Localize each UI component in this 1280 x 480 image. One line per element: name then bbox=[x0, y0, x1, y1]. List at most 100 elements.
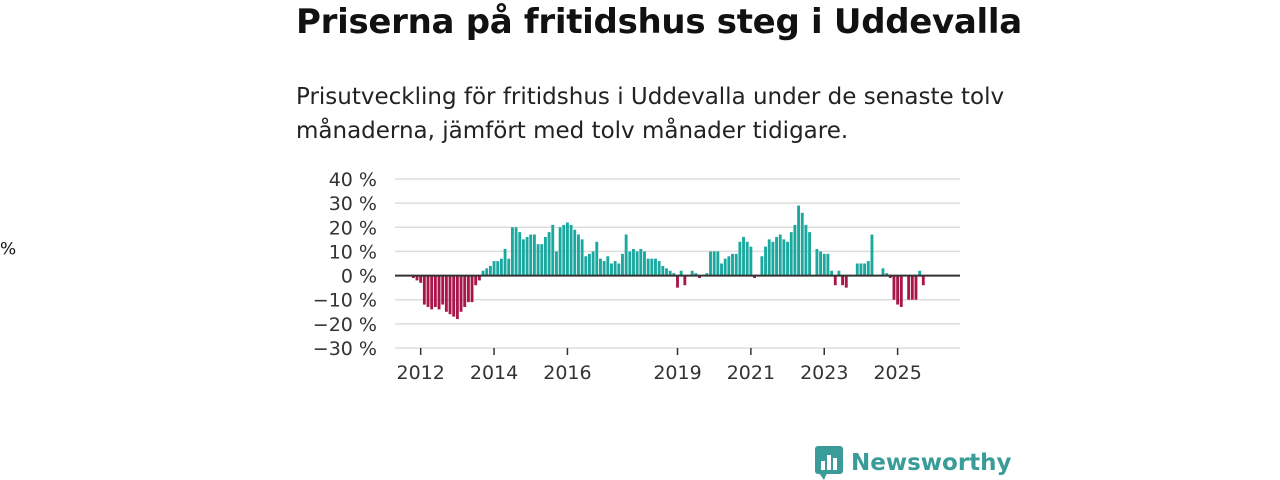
bar bbox=[551, 224, 555, 276]
bar bbox=[668, 270, 672, 276]
bar bbox=[804, 224, 808, 276]
bar bbox=[771, 241, 775, 276]
bar bbox=[808, 232, 812, 276]
bar bbox=[540, 244, 544, 276]
bar bbox=[624, 234, 628, 276]
axes bbox=[395, 274, 960, 355]
bar bbox=[419, 275, 423, 283]
bar bbox=[822, 253, 826, 276]
bar bbox=[588, 253, 591, 276]
bar bbox=[793, 224, 797, 276]
bar bbox=[577, 234, 580, 276]
bar bbox=[896, 275, 900, 305]
bar bbox=[488, 265, 492, 276]
bar bbox=[892, 275, 896, 300]
chart-title: Priserna på fritidshus steg i Uddevalla bbox=[296, 2, 1022, 42]
bar bbox=[910, 275, 914, 300]
bar bbox=[444, 275, 448, 312]
bar bbox=[621, 253, 624, 276]
gridlines bbox=[395, 178, 960, 349]
bar bbox=[610, 263, 613, 276]
bar bbox=[734, 253, 738, 276]
bar bbox=[672, 273, 676, 276]
bar bbox=[474, 275, 478, 286]
bar bbox=[698, 275, 701, 278]
bar bbox=[595, 241, 599, 276]
bar bbox=[885, 273, 889, 276]
bar bbox=[727, 256, 731, 276]
bar bbox=[661, 265, 665, 276]
x-tick-label: 2025 bbox=[873, 362, 921, 384]
bar bbox=[521, 239, 525, 276]
chart-subtitle: Prisutveckling för fritidshus i Uddevall… bbox=[296, 84, 1005, 144]
bar bbox=[650, 258, 654, 276]
bar bbox=[514, 227, 518, 276]
bar bbox=[573, 229, 577, 276]
bars bbox=[411, 205, 925, 320]
bar bbox=[554, 251, 558, 276]
bar bbox=[837, 270, 841, 276]
bar bbox=[448, 275, 452, 315]
bar bbox=[628, 251, 632, 276]
bar bbox=[569, 224, 573, 276]
bar bbox=[764, 246, 767, 276]
x-tick-label: 2016 bbox=[543, 362, 591, 384]
bar bbox=[918, 270, 922, 276]
bar bbox=[657, 261, 661, 276]
y-tick-label: 20 % bbox=[329, 217, 377, 239]
bar bbox=[518, 232, 522, 276]
x-tick-label: 2019 bbox=[653, 362, 701, 384]
bar bbox=[767, 239, 771, 276]
bar bbox=[833, 275, 837, 286]
x-tick-label: 2021 bbox=[727, 362, 775, 384]
bar bbox=[496, 261, 500, 276]
bar bbox=[683, 275, 687, 286]
bar bbox=[738, 241, 742, 276]
bar bbox=[844, 275, 848, 288]
bar bbox=[566, 222, 569, 276]
bar bbox=[855, 263, 859, 276]
bar bbox=[510, 227, 514, 276]
bar bbox=[745, 241, 749, 276]
bar bbox=[859, 263, 863, 276]
bar bbox=[731, 253, 734, 276]
x-tick-label: 2014 bbox=[470, 362, 518, 384]
bar bbox=[437, 275, 441, 310]
x-tick-label: 2012 bbox=[397, 362, 445, 384]
bar bbox=[716, 251, 720, 276]
bar bbox=[723, 258, 727, 276]
bar bbox=[452, 275, 456, 317]
bar bbox=[481, 270, 485, 276]
bar bbox=[665, 268, 668, 276]
bar bbox=[426, 275, 430, 307]
bar bbox=[430, 275, 434, 310]
brand-logo: Newsworthy bbox=[815, 446, 1012, 480]
brand-name: Newsworthy bbox=[851, 450, 1012, 476]
bar bbox=[639, 249, 643, 276]
bar bbox=[646, 258, 650, 276]
bar bbox=[778, 234, 782, 276]
bar bbox=[899, 275, 903, 307]
bar bbox=[914, 275, 918, 300]
bar bbox=[591, 251, 595, 276]
bar bbox=[470, 275, 474, 303]
bar bbox=[866, 261, 870, 276]
bar bbox=[694, 273, 698, 276]
bar bbox=[815, 249, 819, 276]
newsworthy-logo-icon bbox=[815, 446, 843, 480]
bar bbox=[881, 268, 885, 276]
bar bbox=[459, 275, 463, 312]
bar bbox=[455, 275, 459, 320]
bar bbox=[422, 275, 426, 305]
bar bbox=[742, 236, 745, 276]
bar bbox=[503, 249, 507, 276]
bar bbox=[760, 256, 764, 276]
bar bbox=[558, 227, 562, 276]
bar bbox=[463, 275, 467, 307]
bar bbox=[499, 258, 503, 276]
bar bbox=[507, 258, 511, 276]
bar bbox=[870, 234, 874, 276]
bar bbox=[749, 246, 753, 276]
bar bbox=[547, 232, 551, 276]
